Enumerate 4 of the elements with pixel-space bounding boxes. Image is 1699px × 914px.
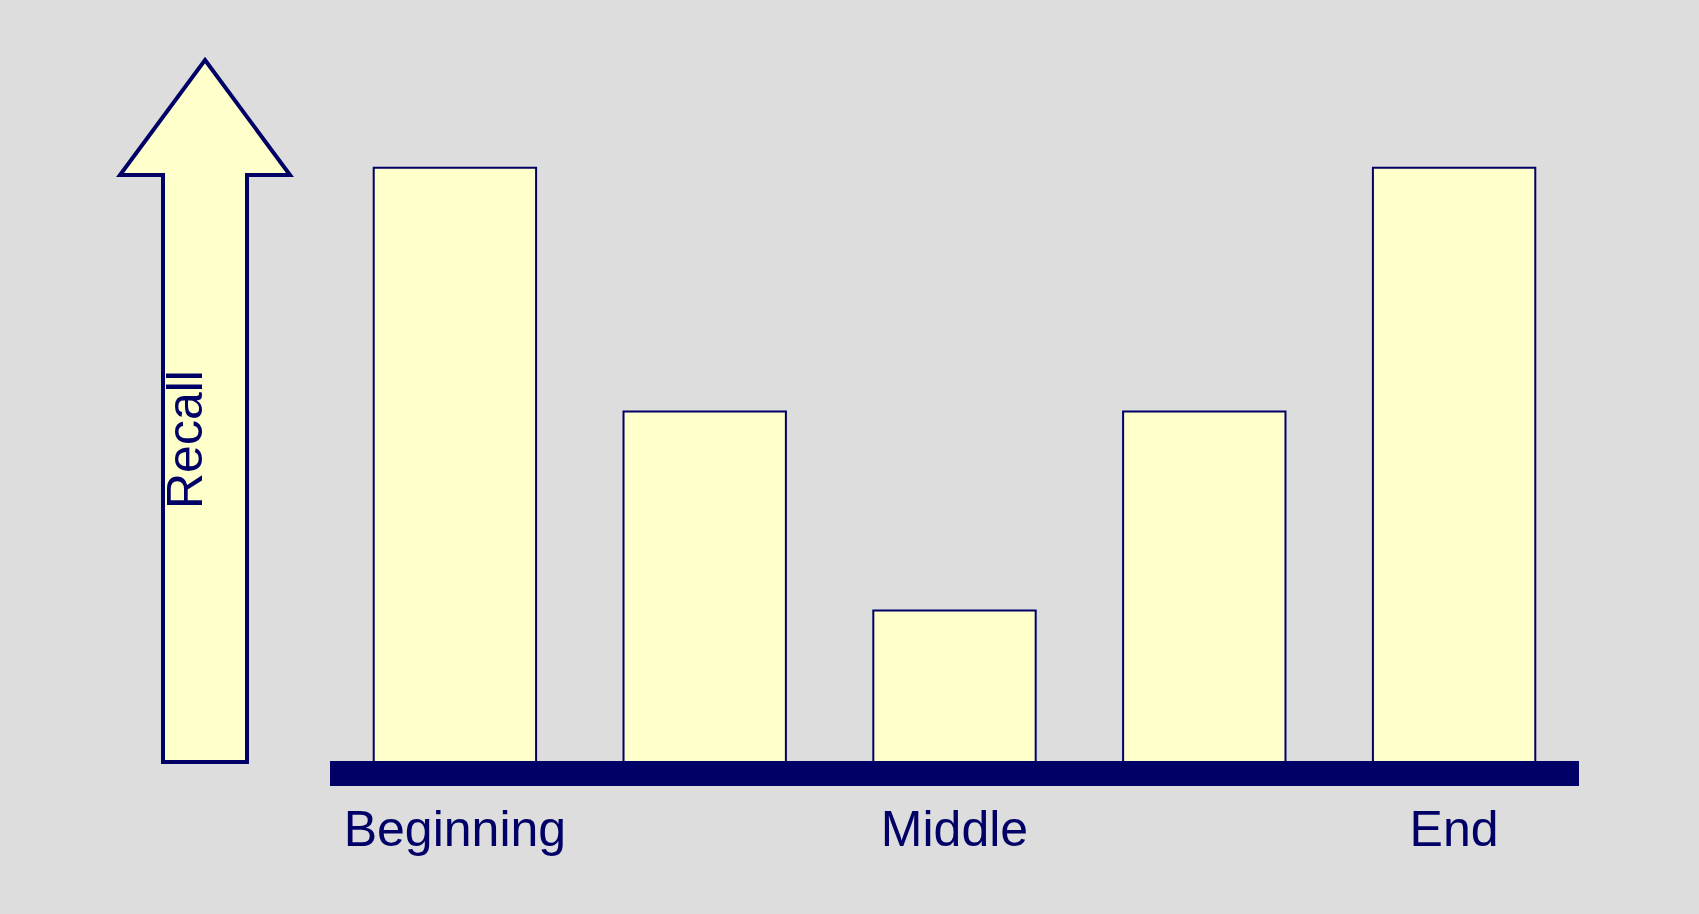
x-tick-label: Beginning (343, 801, 567, 857)
y-axis-title: Recall (157, 370, 213, 509)
x-tick-label: End (1409, 801, 1499, 857)
x-tick-label: Middle (880, 801, 1029, 857)
